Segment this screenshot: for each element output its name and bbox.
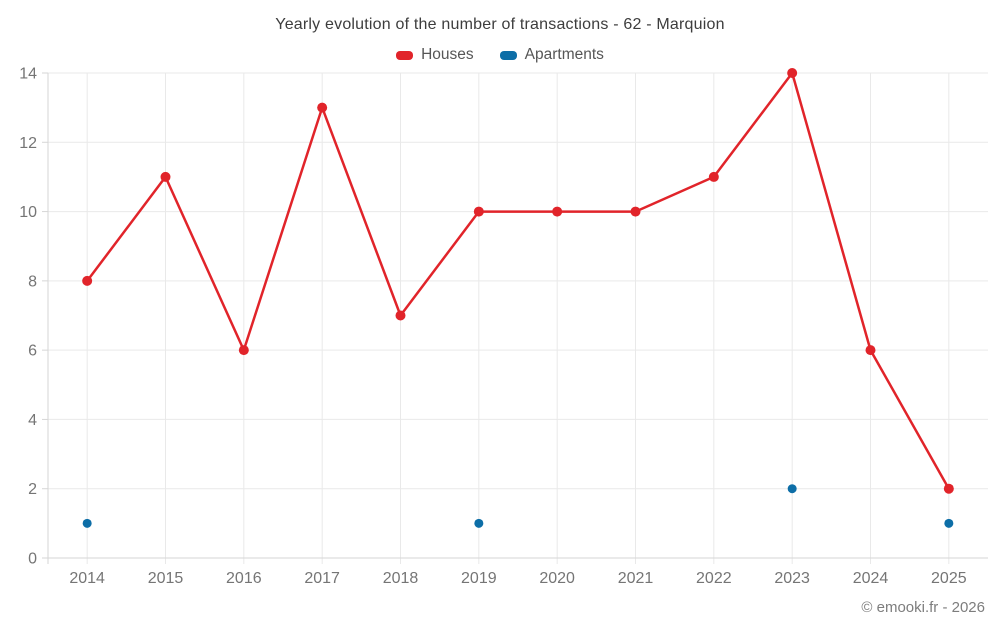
footer-credit: © emooki.fr - 2026 — [861, 599, 985, 616]
houses-swatch-icon — [396, 50, 414, 60]
point-apartments-2025[interactable] — [944, 518, 954, 528]
y-tick-label: 0 — [28, 551, 37, 568]
y-tick-label: 8 — [28, 273, 37, 290]
x-tick-label: 2024 — [853, 570, 889, 587]
point-houses-2020[interactable] — [552, 206, 563, 217]
x-tick-label: 2017 — [304, 570, 340, 587]
point-houses-2018[interactable] — [395, 310, 406, 321]
point-apartments-2023[interactable] — [787, 484, 797, 494]
x-tick-label: 2023 — [774, 570, 810, 587]
y-tick-label: 2 — [28, 481, 37, 498]
legend-label-houses: Houses — [421, 46, 474, 63]
y-tick-label: 6 — [28, 343, 37, 360]
chart-title: Yearly evolution of the number of transa… — [275, 16, 725, 33]
y-tick-label: 12 — [19, 135, 37, 152]
y-tick-label: 4 — [28, 412, 37, 429]
x-tick-label: 2019 — [461, 570, 497, 587]
legend: Houses Apartments — [0, 46, 1000, 64]
legend-item-apartments[interactable]: Apartments — [499, 46, 604, 64]
x-tick-label: 2025 — [931, 570, 967, 587]
point-houses-2023[interactable] — [787, 68, 798, 78]
legend-item-houses[interactable]: Houses — [396, 46, 474, 64]
point-houses-2017[interactable] — [317, 102, 328, 113]
point-houses-2021[interactable] — [630, 206, 641, 217]
legend-label-apartments: Apartments — [524, 46, 604, 63]
x-tick-label: 2021 — [618, 570, 654, 587]
y-tick-label: 14 — [19, 66, 37, 83]
point-houses-2025[interactable] — [943, 483, 954, 494]
point-apartments-2019[interactable] — [474, 518, 484, 528]
x-tick-label: 2016 — [226, 570, 262, 587]
x-tick-label: 2020 — [539, 570, 575, 587]
point-houses-2019[interactable] — [473, 206, 484, 217]
y-tick-label: 10 — [19, 204, 37, 221]
point-apartments-2014[interactable] — [82, 518, 92, 528]
x-tick-label: 2014 — [69, 570, 105, 587]
point-houses-2015[interactable] — [160, 171, 171, 182]
point-houses-2024[interactable] — [865, 345, 876, 356]
x-tick-label: 2015 — [148, 570, 184, 587]
point-houses-2014[interactable] — [82, 275, 93, 286]
apartments-swatch-icon — [499, 50, 517, 60]
point-houses-2016[interactable] — [238, 345, 249, 356]
point-houses-2022[interactable] — [708, 171, 719, 182]
x-tick-label: 2018 — [383, 570, 419, 587]
x-tick-label: 2022 — [696, 570, 732, 587]
series-line-houses — [85, 71, 951, 490]
